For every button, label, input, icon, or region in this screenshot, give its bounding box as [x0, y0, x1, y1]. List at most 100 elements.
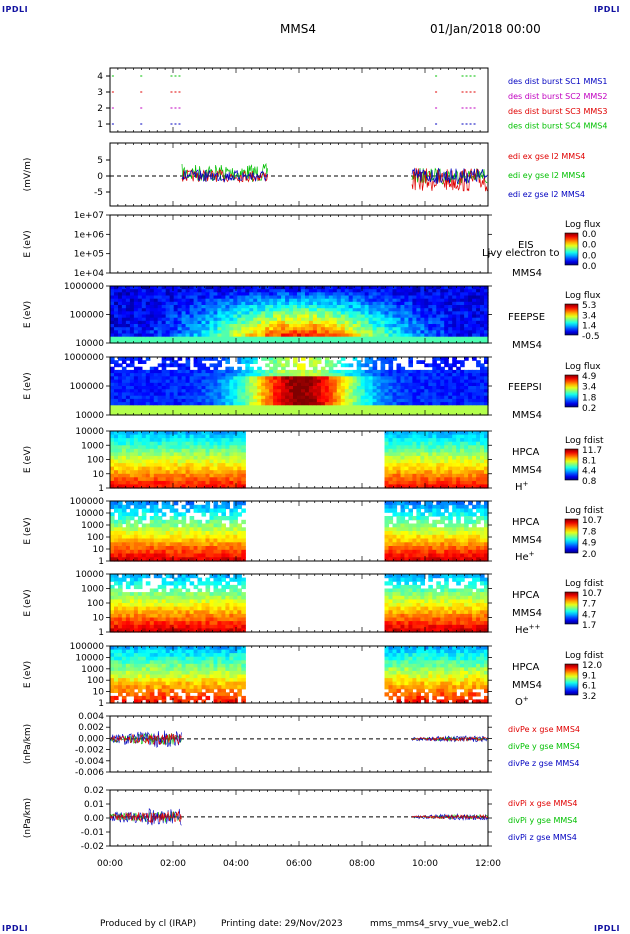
feepsi-spectro-cell — [189, 405, 195, 410]
feepsi-spectro-cell — [320, 395, 326, 400]
feepse-spectro-cell — [412, 305, 417, 309]
hpca-h-spectro-cell — [173, 448, 179, 453]
hpca-h-spectro-cell — [460, 477, 465, 482]
feepsi-spectro-cell — [189, 373, 195, 377]
feepsi-spectro-cell — [456, 408, 461, 413]
feepse-spectro-cell — [110, 292, 115, 297]
feepse-spectro-cell — [372, 327, 378, 331]
feepse-spectro-cell — [364, 327, 370, 331]
feepse-spectro-cell — [125, 317, 131, 322]
feepsi-spectro-cell — [432, 392, 437, 397]
hpca-h-spectro-cell — [189, 466, 195, 471]
feepsi-spectro-cell — [181, 373, 187, 377]
feepsi-spectro-cell — [376, 398, 382, 403]
feepse-spectro-cell — [209, 314, 215, 319]
feepse-spectro-cell — [110, 311, 115, 316]
feepse-spectro-cell — [141, 292, 147, 297]
feepsi-spectro-cell — [484, 398, 489, 403]
hpca-h-spectro-cell — [225, 441, 230, 446]
hpca-h-spectro-cell — [408, 463, 413, 468]
hpca-h-spectro-cell — [420, 463, 425, 468]
hpca-h-spectro-cell — [145, 463, 151, 468]
feepse-spectro-cell — [249, 295, 254, 300]
feepse-spectro-cell — [436, 311, 441, 316]
feepsi-spectro-cell — [324, 402, 330, 406]
feepse-spectro-cell — [432, 305, 437, 309]
feepsi-spectro-cell — [424, 382, 429, 387]
feepse-spectro-cell — [289, 314, 294, 319]
feepse-spectro-cell — [181, 330, 187, 335]
feepse-spectro-cell — [324, 308, 330, 312]
feepsi-spectro-cell — [185, 405, 191, 410]
feepse-spectro-cell — [277, 336, 282, 341]
feepse-spectro-cell — [265, 314, 270, 319]
feepse-spectro-cell — [328, 333, 334, 338]
feepsi-spectro-cell — [281, 402, 286, 406]
feepsi-spectro-cell — [141, 379, 147, 384]
feepse-spectro-cell — [121, 286, 127, 290]
feepsi-spectro-cell — [336, 376, 342, 381]
feepsi-spectro-cell — [245, 366, 250, 371]
feepse-spectro-cell — [157, 292, 163, 297]
hpca-h-spectro-cell — [193, 470, 199, 475]
hpca-h-spectro-cell — [225, 452, 230, 457]
feepse-spectro-cell — [257, 324, 262, 328]
feepsi-spectro-cell — [324, 389, 330, 393]
feepsi-spectro-cell — [257, 395, 262, 400]
feepse-spectro-cell — [332, 339, 338, 344]
hpca-h-spectro-cell — [484, 459, 489, 464]
feepse-spectro-cell — [293, 311, 298, 316]
feepsi-spectro-cell — [293, 392, 298, 397]
feepse-spectro-cell — [137, 295, 143, 300]
feepse-spectro-cell — [137, 308, 143, 312]
feepse-spectro-cell — [133, 301, 139, 306]
hpca-h-spectro-cell — [201, 431, 207, 436]
feepsi-spectro-cell — [281, 398, 286, 403]
hpca-h-spectro-cell — [404, 473, 409, 478]
feepsi-spectro-cell — [388, 398, 394, 403]
feepse-spectro-cell — [245, 308, 250, 312]
feepsi-spectro-cell — [340, 392, 346, 397]
feepsi-spectro-cell — [277, 360, 282, 364]
feepsi-spectro-cell — [364, 405, 370, 410]
feepse-spectro-cell — [344, 305, 350, 309]
feepse-spectro-cell — [336, 336, 342, 341]
feepse-spectro-cell — [241, 298, 246, 303]
feepse-spectro-cell — [484, 311, 489, 316]
feepse-spectro-cell — [404, 330, 409, 335]
feepsi-spectro-cell — [173, 382, 179, 387]
hpca-h-spectro-cell — [384, 477, 390, 482]
hpca-h-ylabel: E (eV) — [23, 446, 33, 473]
feepse-spectro-cell — [125, 330, 131, 335]
feepsi-spectro-cell — [293, 389, 298, 393]
feepse-spectro-cell — [169, 320, 175, 325]
feepse-spectro-cell — [388, 308, 394, 312]
feepse-spectro-cell — [141, 308, 147, 312]
hpca-h-spectro-cell — [121, 459, 127, 464]
feepsi-spectro-cell — [269, 379, 274, 384]
feepse-spectro-cell — [205, 298, 211, 303]
feepsi-spectro-cell — [392, 392, 398, 397]
feepse-spectro-cell — [436, 286, 441, 290]
feepsi-spectro-cell — [468, 395, 473, 400]
feepse-spectro-cell — [285, 317, 290, 322]
feepsi-spectro-cell — [460, 392, 465, 397]
feepse-spectro-cell — [189, 286, 195, 290]
feepsi-spectro-cell — [444, 382, 449, 387]
hpca-h-spectro-cell — [165, 441, 171, 446]
feepse-spectro-cell — [356, 339, 362, 344]
feepsi-spectro-cell — [249, 405, 254, 410]
feepsi-spectro-cell — [388, 366, 394, 371]
feepsi-spectro-cell — [384, 382, 390, 387]
feepse-spectro-cell — [277, 286, 282, 290]
feepse-spectro-cell — [328, 286, 334, 290]
feepse-spectro-cell — [312, 317, 318, 322]
feepsi-spectro-cell — [412, 369, 417, 374]
feepse-spectro-cell — [213, 327, 219, 331]
hpca-h-spectro-cell — [118, 452, 123, 457]
feepse-spectro-cell — [464, 286, 469, 290]
feepse-spectro-cell — [424, 295, 429, 300]
feepsi-spectro-cell — [201, 369, 207, 374]
feepse-spectro-cell — [133, 320, 139, 325]
hpca-h-spectro-cell — [145, 441, 151, 446]
